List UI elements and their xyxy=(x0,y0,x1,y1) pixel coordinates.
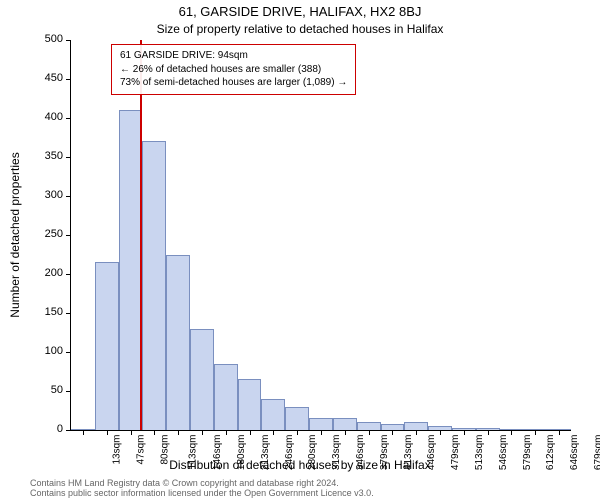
footnote-line2: Contains public sector information licen… xyxy=(30,488,374,498)
x-tick xyxy=(345,430,346,435)
x-tick xyxy=(369,430,370,435)
x-tick xyxy=(464,430,465,435)
x-tick xyxy=(178,430,179,435)
y-tick-label: 250 xyxy=(31,228,63,240)
annotation-line2: ← 26% of detached houses are smaller (38… xyxy=(120,63,347,77)
y-tick xyxy=(66,274,71,275)
histogram-bar xyxy=(190,329,214,430)
histogram-bar xyxy=(404,422,428,430)
x-tick xyxy=(226,430,227,435)
x-tick xyxy=(131,430,132,435)
annotation-line1: 61 GARSIDE DRIVE: 94sqm xyxy=(120,49,347,63)
x-axis-label: Distribution of detached houses by size … xyxy=(0,458,600,472)
histogram-bar xyxy=(214,364,238,430)
x-tick xyxy=(250,430,251,435)
footnote-line1: Contains HM Land Registry data © Crown c… xyxy=(30,478,374,488)
y-tick-label: 200 xyxy=(31,267,63,279)
y-tick xyxy=(66,235,71,236)
x-tick xyxy=(535,430,536,435)
y-tick xyxy=(66,157,71,158)
y-axis-label: Number of detached properties xyxy=(8,152,22,317)
page-title: 61, GARSIDE DRIVE, HALIFAX, HX2 8BJ xyxy=(0,4,600,19)
x-tick xyxy=(321,430,322,435)
x-tick xyxy=(392,430,393,435)
y-tick xyxy=(66,118,71,119)
y-tick-label: 500 xyxy=(31,33,63,45)
histogram-bar xyxy=(309,418,333,430)
x-tick xyxy=(440,430,441,435)
y-tick xyxy=(66,430,71,431)
y-tick xyxy=(66,196,71,197)
x-tick xyxy=(559,430,560,435)
annotation-box: 61 GARSIDE DRIVE: 94sqm← 26% of detached… xyxy=(111,44,356,95)
y-tick xyxy=(66,40,71,41)
x-tick xyxy=(202,430,203,435)
y-tick xyxy=(66,313,71,314)
x-tick xyxy=(83,430,84,435)
histogram-bar xyxy=(95,262,119,430)
chart-plot-area: 050100150200250300350400450500 13sqm47sq… xyxy=(70,40,571,431)
y-tick-label: 300 xyxy=(31,189,63,201)
y-tick-label: 100 xyxy=(31,345,63,357)
chart-subtitle: Size of property relative to detached ho… xyxy=(0,22,600,36)
histogram-bar xyxy=(333,418,357,430)
histogram-bar xyxy=(238,379,262,430)
x-tick xyxy=(154,430,155,435)
y-tick-label: 400 xyxy=(31,111,63,123)
footnote: Contains HM Land Registry data © Crown c… xyxy=(30,478,374,498)
x-tick xyxy=(273,430,274,435)
y-tick-label: 150 xyxy=(31,306,63,318)
y-tick xyxy=(66,352,71,353)
x-tick xyxy=(416,430,417,435)
x-tick xyxy=(107,430,108,435)
y-tick xyxy=(66,391,71,392)
histogram-bar xyxy=(285,407,309,430)
histogram-bar xyxy=(142,141,166,430)
histogram-bar xyxy=(261,399,285,430)
y-tick xyxy=(66,79,71,80)
y-tick-label: 50 xyxy=(31,384,63,396)
property-marker-line xyxy=(140,40,142,430)
y-tick-label: 450 xyxy=(31,72,63,84)
y-tick-label: 350 xyxy=(31,150,63,162)
annotation-line3: 73% of semi-detached houses are larger (… xyxy=(120,76,347,90)
histogram-bar xyxy=(166,255,190,431)
x-tick xyxy=(297,430,298,435)
y-tick-label: 0 xyxy=(31,423,63,435)
x-tick xyxy=(511,430,512,435)
histogram-bar xyxy=(357,422,381,430)
x-tick xyxy=(488,430,489,435)
